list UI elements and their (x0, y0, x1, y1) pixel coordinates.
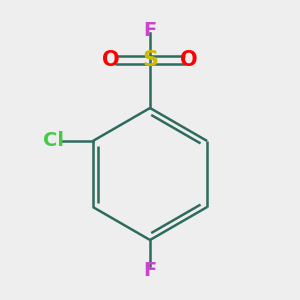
Text: O: O (180, 50, 198, 70)
Text: Cl: Cl (43, 131, 64, 151)
Text: O: O (102, 50, 120, 70)
Text: S: S (142, 50, 158, 70)
Text: F: F (143, 260, 157, 280)
Text: F: F (143, 20, 157, 40)
